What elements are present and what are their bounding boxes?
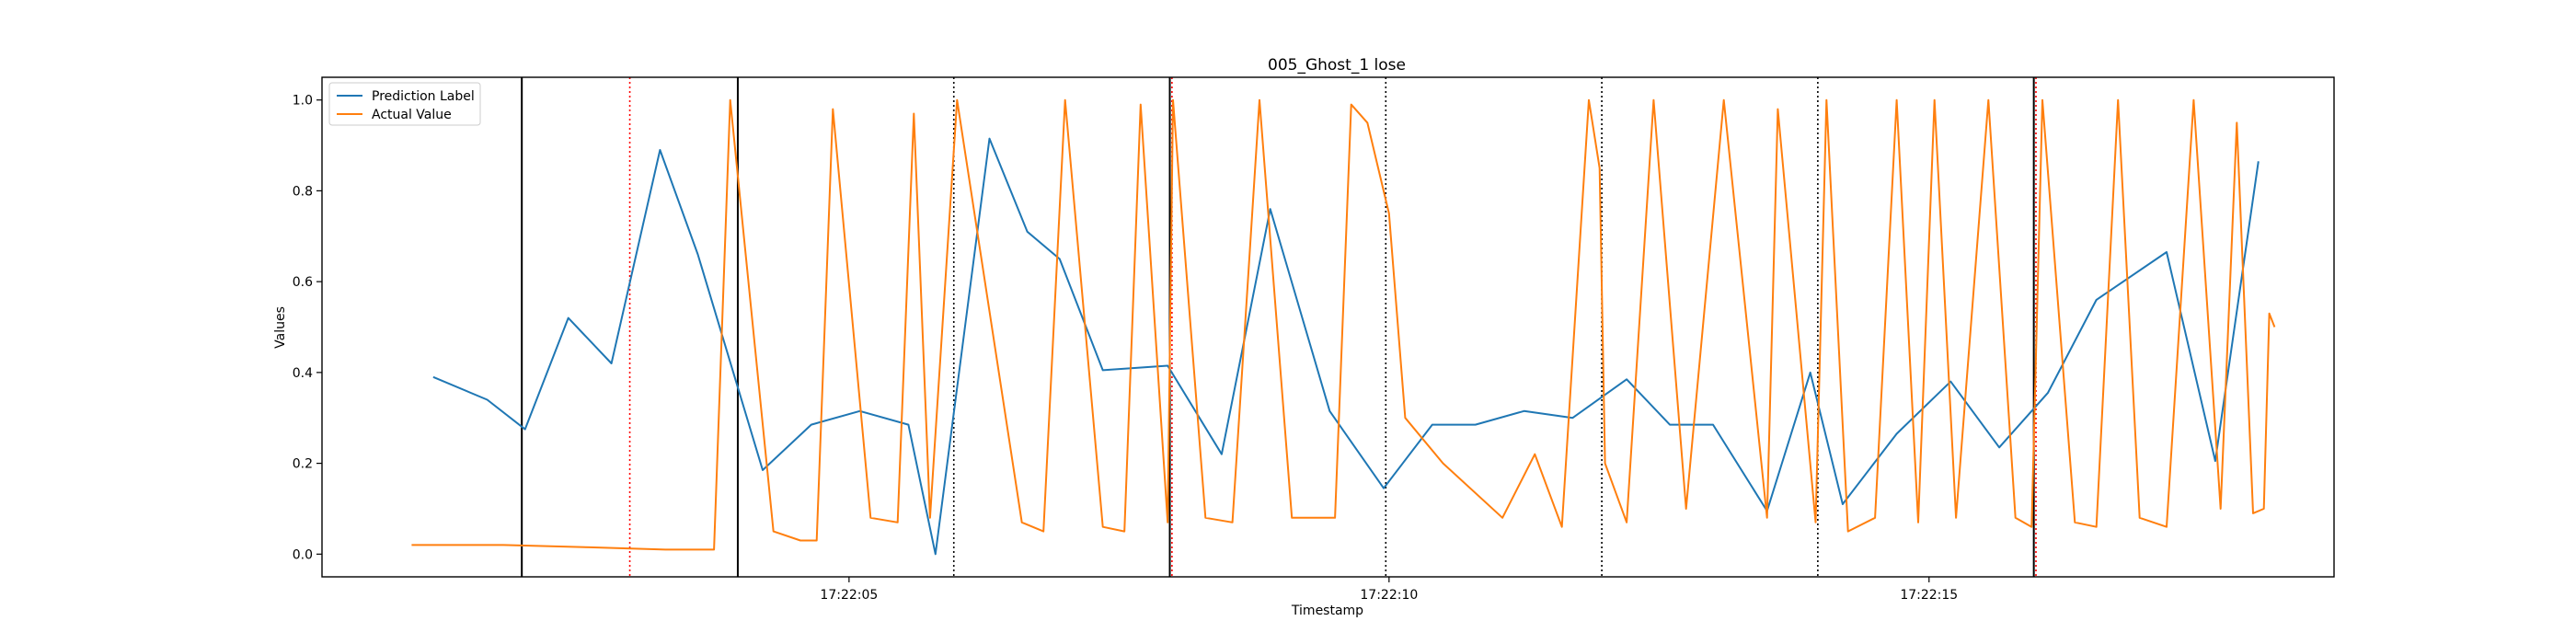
series-layer (411, 98, 2276, 556)
legend-label-prediction: Prediction Label (372, 89, 475, 104)
axes-frame (321, 76, 2335, 578)
y-axis-label: Values (273, 306, 288, 349)
event-lines (521, 77, 2037, 577)
x-tick-label: 17:22:10 (1360, 588, 1418, 603)
series-line-actual-value (411, 98, 2276, 551)
y-tick-label: 0.2 (293, 457, 313, 472)
y-tick-label: 0.4 (293, 366, 313, 381)
legend-label-actual: Actual Value (372, 108, 452, 122)
y-tick-label: 1.0 (293, 94, 313, 109)
y-axis: 0.0 0.2 0.4 0.6 0.8 1.0 (293, 94, 322, 562)
x-tick-label: 17:22:05 (820, 588, 878, 603)
x-axis-label: Timestamp (1291, 604, 1363, 618)
y-tick-label: 0.0 (293, 547, 313, 562)
y-tick-label: 0.8 (293, 184, 313, 199)
series-line-prediction-label (432, 137, 2260, 556)
chart-title: 005_Ghost_1 lose (1268, 56, 1406, 75)
legend-frame (328, 82, 481, 126)
legend: Prediction Label Actual Value (328, 82, 481, 126)
plot-area (321, 76, 2335, 578)
x-axis: 17:22:05 17:22:10 17:22:15 (820, 577, 1958, 603)
x-tick-label: 17:22:15 (1900, 588, 1958, 603)
y-tick-label: 0.6 (293, 275, 313, 290)
